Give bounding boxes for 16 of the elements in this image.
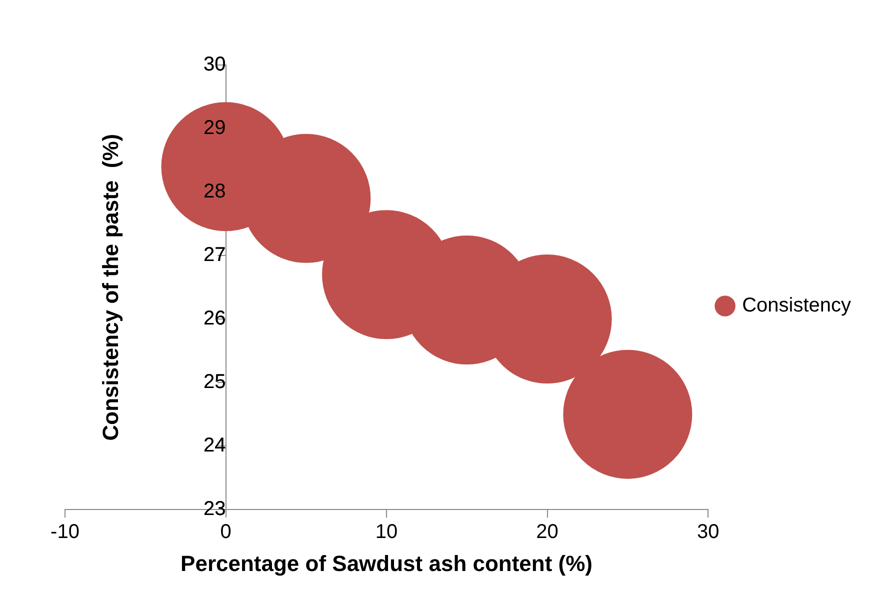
y-tick-label: 27 — [204, 244, 226, 266]
y-tick-label: 23 — [204, 498, 226, 520]
x-tick-label: 20 — [536, 521, 558, 544]
y-tick-label: 25 — [204, 371, 226, 394]
x-tick-label: 10 — [375, 521, 398, 544]
x-tick-label: 30 — [696, 521, 720, 544]
y-axis-title: Consistency of the paste (%) — [98, 134, 124, 441]
legend-label: Consistency — [742, 294, 851, 317]
x-tick-label: 0 — [220, 521, 232, 544]
y-tick-label: 28 — [204, 180, 226, 203]
y-tick-label: 26 — [204, 308, 226, 330]
x-tick-label: -10 — [50, 521, 80, 544]
y-tick-label: 24 — [204, 434, 226, 457]
y-tick-label: 30 — [204, 54, 226, 76]
x-axis-title: Percentage of Sawdust ash content (%) — [180, 550, 593, 576]
y-tick-label: 29 — [204, 117, 226, 140]
